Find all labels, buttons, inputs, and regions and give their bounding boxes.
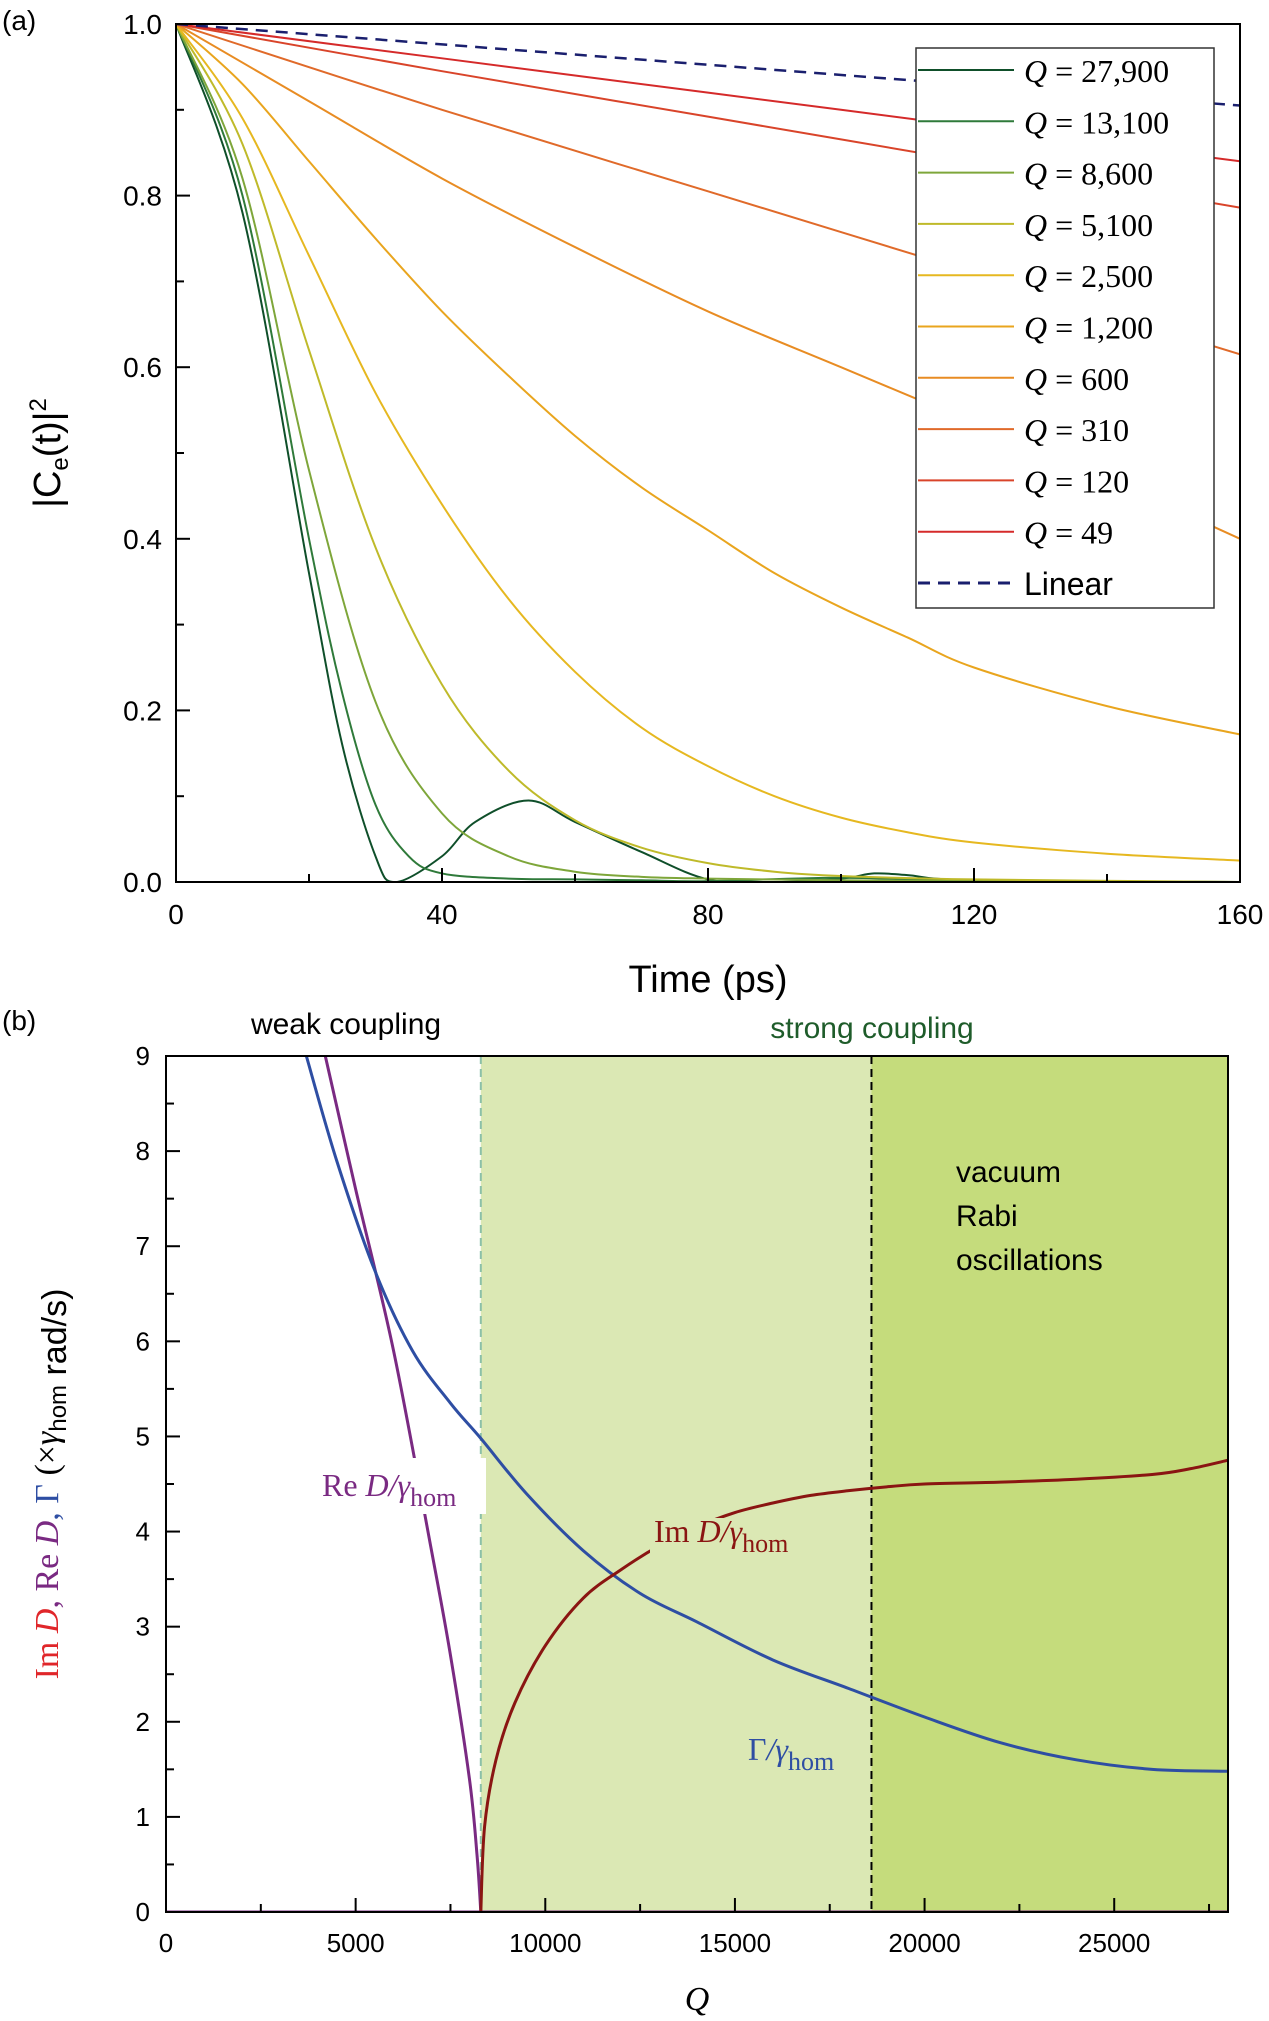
x-tick-label-b: 0 bbox=[159, 1928, 173, 1958]
region-label-rabi-line: oscillations bbox=[956, 1244, 1103, 1277]
x-tick-label-b: 5000 bbox=[327, 1928, 385, 1958]
x-tick-label-a: 0 bbox=[168, 899, 184, 930]
series-a-2-500 bbox=[176, 24, 1240, 862]
panel-b: (b) 0 5000 10000 15000 20000 250000123456789 … bbox=[2, 1005, 1229, 2018]
ylabel-b-part: γ bbox=[29, 1430, 66, 1445]
series-b-re-d-hom bbox=[323, 1056, 483, 1912]
series-b-im-d-hom bbox=[479, 1458, 1228, 1912]
x-tick-label-b: 10000 bbox=[509, 1928, 581, 1958]
label-gamma: Γ/γhom bbox=[748, 1731, 834, 1776]
y-tick-label-b: 2 bbox=[136, 1707, 150, 1737]
x-tick-label-b: 25000 bbox=[1078, 1928, 1150, 1958]
legend-label-2-500: Q = 2,500 bbox=[1024, 258, 1153, 294]
y-tick-label-b: 8 bbox=[136, 1136, 150, 1166]
y-tick-label-b: 6 bbox=[136, 1326, 150, 1356]
ylabel-b-part: , bbox=[29, 1504, 66, 1521]
label-re-d: Re D/γhom bbox=[322, 1467, 456, 1512]
series-a-5-100 bbox=[176, 24, 1240, 882]
ylabel-b-part: , Re bbox=[29, 1545, 66, 1608]
series-a-27-900 bbox=[176, 24, 1240, 882]
y-tick-label-a: 0.6 bbox=[123, 352, 162, 383]
panel-b-ticks: 0 5000 10000 15000 20000 25000 0 1 2 3 4 5 6 7 8 9 bbox=[136, 1041, 1211, 1958]
legend-label-310: Q = 310 bbox=[1024, 412, 1129, 448]
y-tick-label-b: 1 bbox=[136, 1802, 150, 1832]
panel-b-y-axis-label: Im D, Re D, Γ (×γhom rad/s) bbox=[29, 1289, 74, 1680]
ylabel-b-part: Im bbox=[29, 1633, 66, 1679]
legend-label-5-100: Q = 5,100 bbox=[1024, 207, 1153, 243]
y-tick-label-a: 1.0 bbox=[123, 9, 162, 40]
series-a-8-600 bbox=[176, 24, 1240, 882]
series-a-1-200 bbox=[176, 24, 1240, 736]
legend-label-49: Q = 49 bbox=[1024, 515, 1113, 551]
x-tick-label-a: 80 bbox=[692, 899, 723, 930]
ylabel-a-mid: (t)| bbox=[27, 411, 69, 457]
label-bg-im-d bbox=[650, 1518, 826, 1574]
ylabel-b-text: Im D, Re D, Γ (×γhom rad/s) bbox=[29, 1289, 74, 1680]
y-tick-label-b: 3 bbox=[136, 1612, 150, 1642]
ylabel-b-part: D bbox=[29, 1520, 66, 1546]
y-tick-label-a: 0.4 bbox=[123, 524, 162, 555]
legend-label-600: Q = 600 bbox=[1024, 361, 1129, 397]
ylabel-a-sub: e bbox=[47, 457, 74, 470]
legend-label-120: Q = 120 bbox=[1024, 463, 1129, 499]
svg-text:|Ce(t)|2: |Ce(t)|2 bbox=[25, 398, 74, 508]
y-tick-label-b: 0 bbox=[136, 1897, 150, 1927]
series-b-hom bbox=[304, 1056, 1228, 1773]
ylabel-b-part: hom bbox=[45, 1385, 72, 1432]
legend-label-linear: Linear bbox=[1024, 566, 1113, 602]
legend-label-27-900: Q = 27,900 bbox=[1024, 53, 1169, 89]
panel-b-x-axis-label: Q bbox=[685, 1981, 710, 2016]
legend-box bbox=[915, 47, 1215, 609]
series-a-13-100 bbox=[176, 24, 1240, 882]
panel-a-x-axis-label: Time (ps) bbox=[628, 959, 787, 1001]
y-tick-label-b: 5 bbox=[136, 1421, 150, 1451]
y-tick-label-a: 0.0 bbox=[123, 867, 162, 898]
y-tick-label-b: 4 bbox=[136, 1517, 150, 1547]
label-bg-gamma bbox=[744, 1740, 864, 1798]
y-tick-label-a: 0.8 bbox=[123, 181, 162, 212]
ylabel-b-part: D bbox=[29, 1608, 66, 1634]
ylabel-b-part: (× bbox=[29, 1445, 66, 1484]
ylabel-b-part: rad/s) bbox=[36, 1289, 74, 1385]
y-tick-label-b: 9 bbox=[136, 1041, 150, 1071]
y-tick-label-a: 0.2 bbox=[123, 695, 162, 726]
region-label-strong-coupling: strong coupling bbox=[770, 1012, 973, 1045]
panel-a-y-axis-label: |Ce(t)|2 bbox=[25, 398, 74, 508]
legend-label-8-600: Q = 8,600 bbox=[1024, 156, 1153, 192]
panel-b-curve-labels: Re D/γhom Im D/γhom Γ/γhom bbox=[318, 1458, 864, 1798]
legend-label-1-200: Q = 1,200 bbox=[1024, 310, 1153, 346]
panel-a: (a) 0 40 80 120 160 0.0 0.2 0.4 0.6 0.8 1.0 |Ce(t)… bbox=[2, 5, 1263, 1001]
region-label-rabi-line: Rabi bbox=[956, 1200, 1018, 1233]
region-label-rabi-line: vacuum bbox=[956, 1156, 1061, 1189]
x-tick-label-b: 20000 bbox=[888, 1928, 960, 1958]
panel-b-region-labels: weak coupling strong coupling vacuum Rabi os… bbox=[250, 1008, 1103, 1277]
ylabel-a-sup: 2 bbox=[25, 398, 52, 411]
label-im-d: Im D/γhom bbox=[654, 1513, 788, 1558]
ylabel-a-main: |C bbox=[27, 471, 69, 508]
x-tick-label-a: 120 bbox=[951, 899, 998, 930]
x-tick-label-a: 160 bbox=[1217, 899, 1264, 930]
label-bg-re-d bbox=[318, 1458, 486, 1514]
x-tick-label-a: 40 bbox=[426, 899, 457, 930]
ylabel-b-part: Γ bbox=[29, 1484, 66, 1504]
panel-b-label: (b) bbox=[2, 1005, 36, 1036]
panel-a-label: (a) bbox=[2, 5, 36, 36]
panel-a-ticks: 0 40 80 120 160 0.0 0.2 0.4 0.6 0.8 1.0 bbox=[123, 9, 1263, 930]
region-label-weak-coupling: weak coupling bbox=[250, 1008, 441, 1041]
panel-b-series-group bbox=[166, 1056, 1228, 1912]
y-tick-label-b: 7 bbox=[136, 1231, 150, 1261]
legend-label-13-100: Q = 13,100 bbox=[1024, 104, 1169, 140]
x-tick-label-b: 15000 bbox=[699, 1928, 771, 1958]
panel-a-legend: Q = 27,900 Q = 13,100 Q = 8,600 Q = 5,100 Q … bbox=[915, 47, 1215, 609]
